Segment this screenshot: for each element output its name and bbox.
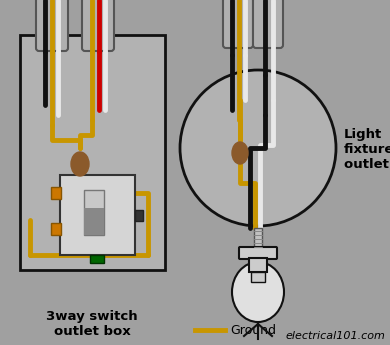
Bar <box>51 223 61 235</box>
Ellipse shape <box>232 262 284 322</box>
Ellipse shape <box>232 142 248 164</box>
Circle shape <box>180 70 336 226</box>
FancyBboxPatch shape <box>253 0 283 48</box>
Bar <box>51 187 61 199</box>
Bar <box>84 190 104 235</box>
FancyBboxPatch shape <box>82 0 114 51</box>
Bar <box>84 208 104 235</box>
Bar <box>135 210 143 221</box>
Bar <box>251 272 265 282</box>
FancyBboxPatch shape <box>36 0 68 51</box>
Text: Light
fixture
outlet box: Light fixture outlet box <box>344 128 390 171</box>
Text: Ground: Ground <box>230 324 276 336</box>
FancyBboxPatch shape <box>223 0 253 48</box>
Bar <box>60 175 135 255</box>
Ellipse shape <box>71 152 89 176</box>
Bar <box>254 228 262 248</box>
Text: electrical101.com: electrical101.com <box>285 331 385 341</box>
FancyBboxPatch shape <box>239 247 277 259</box>
Text: 3way switch
outlet box: 3way switch outlet box <box>46 310 138 338</box>
Bar <box>90 255 104 263</box>
Bar <box>20 35 165 270</box>
Bar <box>249 258 267 272</box>
